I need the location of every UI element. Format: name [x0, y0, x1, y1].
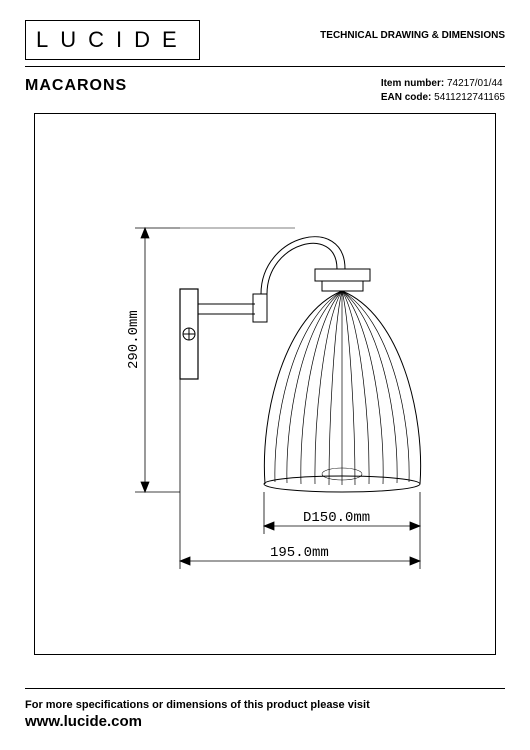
product-name: MACARONS [25, 77, 127, 95]
drawing-frame: 290.0mm D150.0mm 1 [34, 113, 496, 655]
dim-height-text: 290.0mm [126, 310, 142, 369]
page: LUCIDE TECHNICAL DRAWING & DIMENSIONS MA… [0, 0, 530, 750]
item-number-value: 74217/01/44 [447, 78, 503, 89]
footer-url: www.lucide.com [25, 713, 505, 730]
header-title: TECHNICAL DRAWING & DIMENSIONS [320, 30, 505, 41]
dim-diameter-text: D150.0mm [303, 510, 370, 526]
footer-text: For more specifications or dimensions of… [25, 699, 505, 711]
ean-value: 5411212741165 [434, 92, 505, 103]
footer-divider [25, 688, 505, 689]
header-row: LUCIDE TECHNICAL DRAWING & DIMENSIONS [25, 20, 505, 60]
footer: For more specifications or dimensions of… [25, 682, 505, 730]
item-number-label: Item number: [381, 78, 444, 89]
dim-depth-text: 195.0mm [270, 545, 329, 561]
header-divider [25, 66, 505, 67]
meta-block: Item number: 74217/01/44 EAN code: 54112… [381, 77, 505, 105]
brand-logo: LUCIDE [25, 20, 200, 60]
meta-row: MACARONS Item number: 74217/01/44 EAN co… [25, 77, 505, 105]
ean-label: EAN code: [381, 92, 432, 103]
technical-drawing: 290.0mm D150.0mm 1 [35, 114, 495, 654]
